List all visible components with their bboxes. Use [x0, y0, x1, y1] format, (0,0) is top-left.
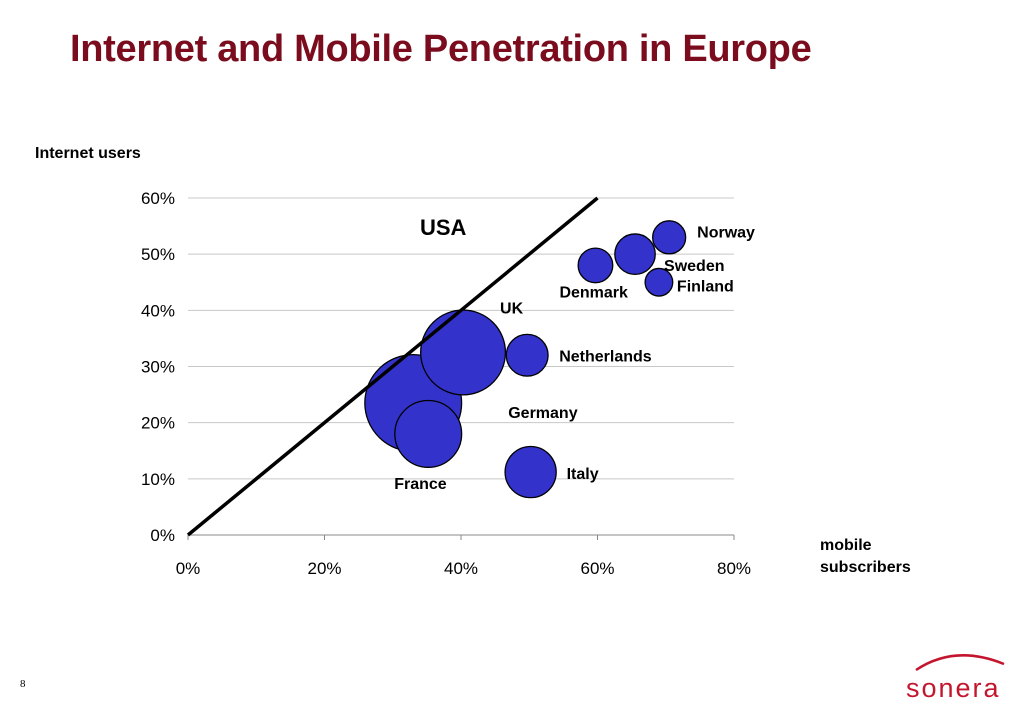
tick-labels: 0% 10% 20% 30% 40% 50% 60% 0% 20% 40% 60% 80%	[141, 189, 751, 578]
bubble-label-uk: UK	[500, 300, 524, 317]
bubble-uk	[420, 309, 507, 396]
page-title: Internet and Mobile Penetration in Europ…	[70, 28, 812, 70]
x-tick-label: 60%	[580, 559, 614, 578]
bubble-label-germany: Germany	[508, 405, 577, 422]
bubble-italy	[504, 445, 557, 499]
y-tick-label: 50%	[141, 245, 175, 264]
bubble-france	[394, 399, 463, 468]
bubble-label-france: France	[394, 476, 447, 493]
y-tick-label: 30%	[141, 358, 175, 377]
y-tick-label: 0%	[150, 526, 175, 545]
x-tick-label: 0%	[176, 559, 201, 578]
x-tick-label: 80%	[717, 559, 751, 578]
x-axis-label-line1: mobile	[820, 537, 872, 554]
bubble-denmark	[577, 247, 614, 284]
sonera-logo: sonera	[906, 654, 1005, 703]
y-tick-label: 40%	[141, 301, 175, 320]
usa-line	[186, 196, 599, 537]
x-axis-label-line2: subscribers	[820, 559, 911, 576]
axes	[187, 534, 735, 540]
page-number: 8	[20, 678, 26, 690]
bubble-norway	[652, 220, 687, 255]
bubble-label-sweden: Sweden	[664, 258, 724, 275]
x-tick-label: 40%	[444, 559, 478, 578]
y-tick-label: 10%	[141, 470, 175, 489]
bubble-finland	[644, 267, 674, 297]
y-axis-label: Internet users	[35, 145, 141, 162]
bubble-label-denmark: Denmark	[559, 284, 628, 301]
usa-label: USA	[420, 215, 467, 240]
y-tick-label: 20%	[141, 414, 175, 433]
bubble-labels: Norway Sweden Finland Denmark UK Netherlands G…	[394, 224, 755, 493]
bubble-label-norway: Norway	[697, 224, 755, 241]
bubble-label-netherlands: Netherlands	[559, 348, 652, 365]
logo-arc-icon	[915, 654, 1005, 672]
usa-reference: USA	[186, 196, 599, 537]
x-tick-label: 20%	[307, 559, 341, 578]
bubble-label-finland: Finland	[677, 278, 734, 295]
bubbles	[364, 220, 687, 499]
logo-text: sonera	[906, 673, 1001, 703]
y-tick-label: 60%	[141, 189, 175, 208]
bubble-netherlands	[505, 333, 549, 377]
bubble-sweden	[614, 233, 656, 276]
bubble-label-italy: Italy	[567, 466, 599, 483]
